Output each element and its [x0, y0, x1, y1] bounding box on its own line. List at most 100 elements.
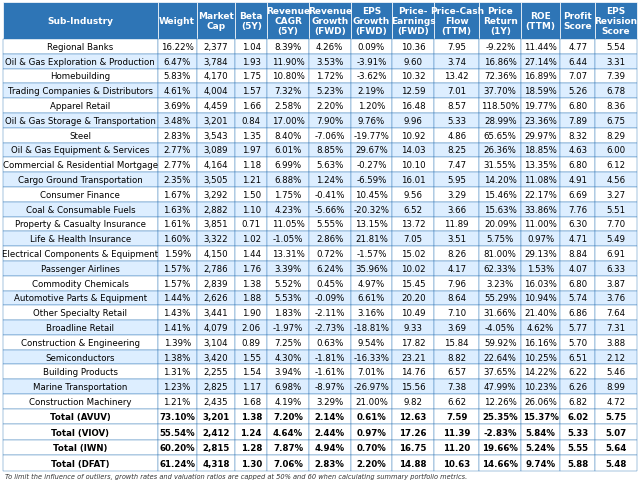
Bar	[3, 55, 157, 69]
Bar	[434, 114, 479, 128]
Text: 7.89: 7.89	[568, 117, 587, 126]
Text: 7.39: 7.39	[607, 72, 626, 81]
Bar	[479, 55, 521, 69]
Bar	[267, 143, 309, 158]
Bar	[267, 409, 309, 424]
Text: 1.24%: 1.24%	[316, 176, 344, 185]
Bar	[267, 217, 309, 232]
Bar	[309, 379, 351, 394]
Text: 2.86%: 2.86%	[316, 235, 344, 244]
Text: 12.26%: 12.26%	[484, 397, 516, 406]
Bar	[351, 128, 392, 143]
Text: -9.22%: -9.22%	[485, 43, 515, 52]
Bar	[392, 158, 434, 173]
Text: 19.77%: 19.77%	[524, 102, 557, 111]
Text: Market
Cap: Market Cap	[198, 12, 234, 31]
Text: 1.61%: 1.61%	[163, 220, 191, 229]
Text: Oil & Gas Exploration & Production: Oil & Gas Exploration & Production	[6, 58, 156, 66]
Bar	[521, 232, 560, 247]
Bar	[236, 440, 267, 455]
Bar	[595, 202, 637, 217]
Text: 61.24%: 61.24%	[159, 459, 195, 468]
Bar	[236, 394, 267, 409]
Bar	[196, 276, 236, 291]
Text: 5.64: 5.64	[605, 443, 627, 452]
Text: 1.83%: 1.83%	[275, 309, 301, 318]
Bar	[392, 379, 434, 394]
Bar	[267, 379, 309, 394]
Bar	[521, 335, 560, 350]
Text: 0.45%: 0.45%	[316, 279, 344, 288]
Text: 3.23%: 3.23%	[486, 279, 514, 288]
Text: 1.30: 1.30	[241, 459, 262, 468]
Bar	[157, 173, 196, 187]
Bar	[479, 187, 521, 202]
Text: 3.29%: 3.29%	[316, 397, 343, 406]
Text: Life & Health Insurance: Life & Health Insurance	[29, 235, 131, 244]
Bar	[521, 261, 560, 276]
Bar	[309, 394, 351, 409]
Bar	[3, 440, 157, 455]
Bar	[196, 69, 236, 84]
Bar	[309, 173, 351, 187]
Bar	[434, 394, 479, 409]
Bar	[3, 335, 157, 350]
Text: 4.61%: 4.61%	[163, 87, 191, 96]
Bar	[267, 40, 309, 55]
Bar	[595, 217, 637, 232]
Bar	[434, 99, 479, 114]
Bar	[351, 40, 392, 55]
Bar	[3, 394, 157, 409]
Text: 21.40%: 21.40%	[524, 309, 557, 318]
Text: 15.84: 15.84	[444, 338, 469, 347]
Text: Weight: Weight	[159, 17, 195, 26]
Text: 23.36%: 23.36%	[524, 117, 557, 126]
Text: 3.48%: 3.48%	[163, 117, 191, 126]
Text: 3.16%: 3.16%	[358, 309, 385, 318]
Text: 2,435: 2,435	[204, 397, 228, 406]
Text: 6.80: 6.80	[568, 279, 587, 288]
Bar	[351, 232, 392, 247]
Text: 1.59%: 1.59%	[164, 249, 191, 258]
Text: 1.50: 1.50	[242, 190, 261, 199]
Text: 10.23%: 10.23%	[524, 382, 557, 392]
Text: 2.12: 2.12	[607, 353, 626, 362]
Bar	[236, 187, 267, 202]
Text: 55.54%: 55.54%	[159, 428, 195, 437]
Text: 1.38: 1.38	[242, 279, 261, 288]
Text: Profit
Score: Profit Score	[563, 12, 592, 31]
Bar	[267, 291, 309, 306]
Bar	[267, 187, 309, 202]
Text: 1.18: 1.18	[242, 161, 261, 170]
Text: 7.10: 7.10	[447, 309, 467, 318]
Text: 2.44%: 2.44%	[315, 428, 345, 437]
Bar	[521, 202, 560, 217]
Bar	[309, 217, 351, 232]
Text: Construction Machinery: Construction Machinery	[29, 397, 132, 406]
Text: Commercial & Residential Mortgage: Commercial & Residential Mortgage	[3, 161, 158, 170]
Bar	[3, 291, 157, 306]
Bar	[479, 114, 521, 128]
Bar	[595, 350, 637, 365]
Text: 7.25%: 7.25%	[275, 338, 301, 347]
Text: -1.61%: -1.61%	[314, 368, 345, 377]
Text: 4.71: 4.71	[568, 235, 587, 244]
Text: 6.12: 6.12	[607, 161, 626, 170]
Text: 1.97: 1.97	[242, 146, 260, 155]
Bar	[434, 247, 479, 261]
Bar	[560, 350, 595, 365]
Bar	[309, 40, 351, 55]
Text: 4,170: 4,170	[204, 72, 228, 81]
Bar	[560, 114, 595, 128]
Text: Total (AVUV): Total (AVUV)	[50, 412, 111, 421]
Text: 3.66: 3.66	[447, 205, 467, 214]
Bar	[351, 202, 392, 217]
Text: 20.09%: 20.09%	[484, 220, 516, 229]
Text: 4.17: 4.17	[447, 264, 467, 273]
Text: 1.57%: 1.57%	[163, 264, 191, 273]
Bar	[392, 320, 434, 335]
Bar	[392, 114, 434, 128]
Bar	[521, 247, 560, 261]
Text: 5.55: 5.55	[567, 443, 588, 452]
Bar	[309, 84, 351, 99]
